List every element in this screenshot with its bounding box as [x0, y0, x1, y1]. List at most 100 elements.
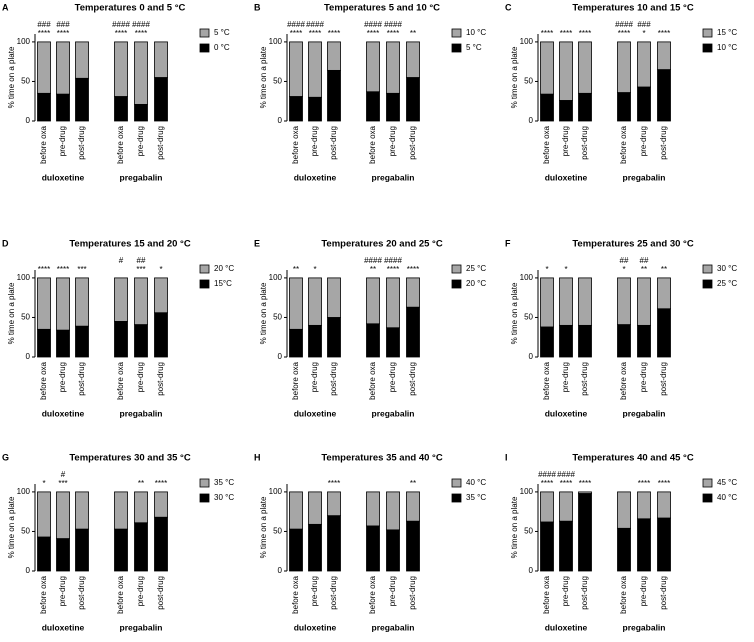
bar-segment	[37, 536, 51, 572]
y-tick-label: 100	[520, 273, 534, 282]
y-tick-label: 100	[269, 273, 283, 282]
bar-segment	[406, 277, 420, 308]
x-tick-label: pre-drug	[136, 362, 145, 392]
significance-hashes: ####	[112, 20, 130, 29]
bar-segment	[540, 93, 554, 122]
significance-stars: ****	[328, 479, 340, 488]
bar-segment	[386, 92, 400, 122]
chart-title: Temperatures 15 and 20 °C	[69, 239, 191, 250]
x-tick-label: pre-drug	[136, 576, 145, 606]
bar-segment	[386, 491, 400, 531]
panel-letter: D	[2, 238, 9, 248]
significance-hashes: ##	[620, 256, 629, 265]
significance-stars: ****	[560, 479, 572, 488]
legend-label: 40 °C	[466, 478, 486, 487]
group-label: duloxetine	[294, 408, 337, 418]
significance-stars: ****	[658, 29, 670, 38]
chart-title: Temperatures 10 and 15 °C	[572, 3, 694, 14]
y-tick-label: 100	[269, 487, 283, 496]
bar-segment	[56, 41, 70, 95]
x-tick-label: pre-drug	[639, 362, 648, 392]
bar-segment	[637, 277, 651, 326]
group-label: pregabalin	[372, 408, 415, 418]
bar-segment	[540, 41, 554, 95]
chart-title: Temperatures 30 and 35 °C	[69, 453, 191, 464]
y-axis-label: % time on a plate	[259, 46, 268, 108]
bar-segment	[386, 277, 400, 329]
bar-segment	[308, 523, 322, 572]
x-tick-label: post-drug	[580, 362, 589, 396]
significance-stars: ****	[57, 265, 69, 274]
x-tick-label: post-drug	[408, 126, 417, 160]
x-tick-label: pre-drug	[310, 362, 319, 392]
bar-segment	[386, 41, 400, 94]
significance-stars: **	[661, 265, 667, 274]
bar-segment	[578, 92, 592, 122]
bar-segment	[37, 328, 51, 358]
y-tick-label: 50	[524, 77, 533, 86]
x-tick-label: before oxa	[116, 575, 125, 613]
x-tick-label: pre-drug	[561, 126, 570, 156]
bar-segment	[154, 41, 168, 78]
significance-hashes: ####	[287, 20, 305, 29]
bar-segment	[406, 41, 420, 78]
bar-segment	[327, 41, 341, 71]
group-label: duloxetine	[294, 172, 337, 182]
x-tick-label: pre-drug	[58, 576, 67, 606]
panel-letter: I	[505, 452, 508, 462]
bar-segment	[56, 329, 70, 358]
legend-label: 30 °C	[717, 264, 737, 273]
significance-hashes: #	[119, 256, 124, 265]
significance-stars: ****	[309, 29, 321, 38]
y-tick-label: 0	[529, 352, 534, 361]
bar-segment	[366, 323, 380, 358]
group-label: duloxetine	[42, 622, 85, 632]
bar-segment	[308, 491, 322, 525]
x-tick-label: post-drug	[329, 362, 338, 396]
x-tick-label: before oxa	[116, 125, 125, 163]
legend-swatch	[199, 478, 210, 488]
significance-hashes: ##	[137, 256, 146, 265]
y-tick-label: 100	[520, 37, 534, 46]
bar-segment	[327, 69, 341, 122]
legend-swatch	[199, 264, 210, 274]
y-tick-label: 0	[278, 566, 283, 575]
significance-stars: *	[313, 265, 316, 274]
legend-swatch	[702, 264, 713, 274]
bar-segment	[657, 491, 671, 519]
legend-swatch	[451, 279, 462, 289]
y-tick-label: 50	[21, 77, 30, 86]
bar-segment	[37, 41, 51, 94]
significance-stars: **	[410, 479, 416, 488]
bar-segment	[37, 277, 51, 330]
x-tick-label: post-drug	[77, 126, 86, 160]
bar-segment	[134, 41, 148, 105]
bar-segment	[657, 41, 671, 70]
y-tick-label: 50	[273, 313, 282, 322]
panel: G Temperatures 30 and 35 °C % time on a pl…	[2, 452, 234, 632]
x-tick-label: pre-drug	[58, 126, 67, 156]
legend-label: 40 °C	[717, 493, 737, 502]
group-label: duloxetine	[42, 408, 85, 418]
bar-segment	[75, 325, 89, 358]
y-tick-label: 0	[529, 566, 534, 575]
significance-stars: ****	[328, 29, 340, 38]
significance-stars: ****	[387, 29, 399, 38]
bar-segment	[637, 41, 651, 88]
significance-stars: ****	[541, 479, 553, 488]
y-tick-label: 0	[278, 352, 283, 361]
group-label: duloxetine	[545, 622, 588, 632]
bar-segment	[366, 277, 380, 325]
bar-segment	[75, 77, 89, 122]
x-tick-label: pre-drug	[310, 126, 319, 156]
significance-stars: *	[622, 265, 625, 274]
x-tick-label: before oxa	[542, 575, 551, 613]
x-tick-label: before oxa	[39, 575, 48, 613]
x-tick-label: post-drug	[77, 362, 86, 396]
y-axis-label: % time on a plate	[7, 46, 16, 108]
x-tick-label: post-drug	[329, 576, 338, 610]
bar-segment	[308, 96, 322, 122]
x-tick-label: pre-drug	[639, 126, 648, 156]
legend-swatch	[451, 43, 462, 53]
x-tick-label: pre-drug	[388, 126, 397, 156]
